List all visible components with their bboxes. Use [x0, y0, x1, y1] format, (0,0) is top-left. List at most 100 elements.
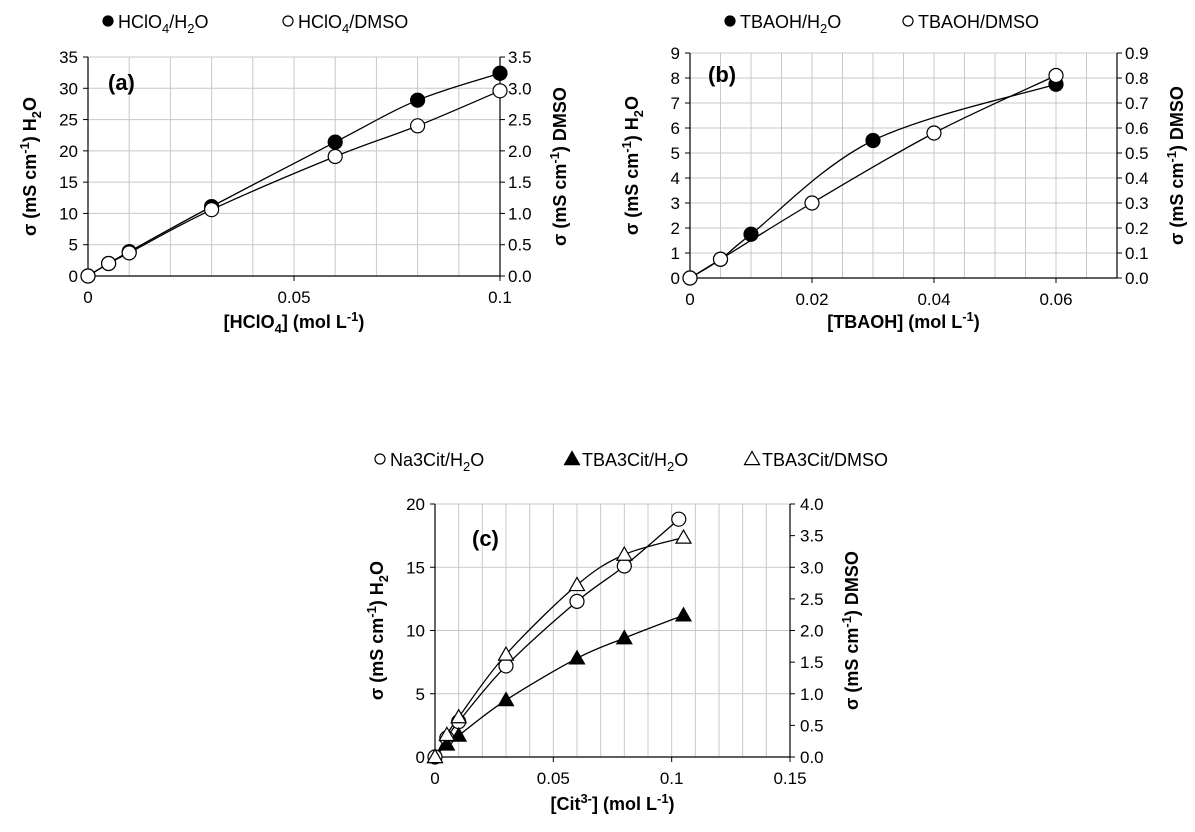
y-left-axis-title: σ (mS cm-1) H2O: [364, 561, 391, 700]
data-point: [327, 148, 343, 165]
panel-label: (b): [708, 62, 736, 87]
data-point: [327, 134, 343, 150]
y-left-tick-label: 25: [59, 111, 78, 130]
legend-marker: [563, 450, 581, 466]
chart-panel-1: 0 1 2 3 4 5 6 7 8 9 0.0 0.1 0.2 0.3 0.4 0.5 0.6 0.7 0.8 0.9…: [619, 12, 1187, 332]
data-point: [743, 226, 759, 242]
y-right-tick-label: 3.0: [800, 558, 824, 577]
y-left-tick-label: 5: [416, 685, 425, 704]
data-point: [497, 645, 515, 661]
y-left-tick-label: 4: [671, 169, 680, 188]
y-right-tick-label: 0.7: [1125, 94, 1149, 113]
legend-marker: [282, 15, 294, 27]
legend-marker: [902, 15, 914, 27]
data-point: [410, 118, 426, 134]
data-point: [450, 708, 468, 724]
x-tick-label: 0: [430, 769, 439, 788]
data-point: [80, 268, 96, 284]
panel-label: (a): [108, 70, 135, 95]
chart-panel-2: 0 5 10 15 20 0.0 0.5 1.0 1.5 2.0 2.5 3.0 3.5 4.0 0 0.05…: [364, 450, 888, 814]
y-right-tick-label: 0.5: [1125, 144, 1149, 163]
y-left-tick-label: 9: [671, 44, 680, 63]
y-right-tick-label: 2.0: [508, 142, 532, 161]
data-point: [1048, 67, 1064, 84]
y-left-tick-label: 0: [69, 267, 78, 286]
y-left-tick-label: 20: [59, 142, 78, 161]
data-point: [615, 545, 633, 561]
x-tick-label: 0.05: [277, 288, 310, 307]
data-point: [497, 691, 515, 707]
x-tick-label: 0.15: [773, 769, 806, 788]
data-point: [204, 202, 220, 218]
data-point: [568, 576, 586, 592]
y-right-tick-label: 0.5: [800, 716, 824, 735]
data-point: [492, 83, 508, 99]
x-tick-label: 0.06: [1039, 290, 1072, 309]
data-point: [674, 528, 693, 544]
data-point: [616, 558, 632, 574]
y-right-axis-title: σ (mS cm-1) DMSO: [1164, 86, 1187, 245]
data-point: [674, 606, 693, 622]
legend-label: HClO4/DMSO: [298, 12, 408, 36]
y-right-tick-label: 0.0: [508, 267, 532, 286]
y-right-tick-label: 4.0: [800, 495, 824, 514]
data-point: [492, 65, 508, 81]
y-left-tick-label: 35: [59, 48, 78, 67]
x-tick-label: 0.05: [537, 769, 570, 788]
data-point: [615, 629, 633, 645]
legend-marker: [724, 15, 736, 27]
x-tick-label: 0.1: [488, 288, 512, 307]
legend-label: TBAOH/DMSO: [918, 12, 1039, 32]
x-axis-title: [TBAOH] (mol L-1): [827, 309, 980, 332]
y-right-tick-label: 1.0: [800, 685, 824, 704]
y-left-tick-label: 7: [671, 94, 680, 113]
x-tick-label: 0: [83, 288, 92, 307]
data-point: [410, 92, 426, 108]
legend-label: TBAOH/H2O: [740, 12, 841, 36]
y-left-tick-label: 10: [59, 204, 78, 223]
y-left-tick-label: 15: [59, 173, 78, 192]
series-curve: [434, 614, 684, 758]
y-right-tick-label: 3.5: [800, 527, 824, 546]
panel-label: (c): [472, 526, 499, 551]
x-tick-label: 0: [685, 290, 694, 309]
y-right-tick-label: 0.4: [1125, 169, 1149, 188]
y-right-tick-label: 3.5: [508, 48, 532, 67]
y-right-tick-label: 2.0: [800, 622, 824, 641]
y-left-tick-label: 8: [671, 69, 680, 88]
y-right-tick-label: 0.3: [1125, 194, 1149, 213]
series-curve: [434, 518, 680, 758]
y-right-tick-label: 0.0: [800, 748, 824, 767]
x-tick-label: 0.04: [917, 290, 950, 309]
data-point: [804, 195, 820, 211]
y-right-tick-label: 2.5: [508, 111, 532, 130]
data-point: [100, 255, 117, 272]
y-left-tick-label: 20: [406, 495, 425, 514]
y-right-tick-label: 0.8: [1125, 69, 1149, 88]
x-axis-title: [Cit3-] (mol L-1): [550, 791, 674, 814]
legend-marker: [374, 453, 386, 465]
data-point: [450, 726, 468, 742]
y-right-tick-label: 1.0: [508, 204, 532, 223]
y-right-tick-label: 1.5: [508, 173, 532, 192]
y-right-tick-label: 0.9: [1125, 44, 1149, 63]
data-point: [438, 735, 456, 751]
legend-label: Na3Cit/H2O: [390, 450, 484, 474]
y-left-tick-label: 2: [671, 219, 680, 238]
y-right-tick-label: 0.2: [1125, 219, 1149, 238]
y-right-tick-label: 0.1: [1125, 244, 1149, 263]
y-left-tick-label: 30: [59, 79, 78, 98]
x-tick-label: 0.1: [660, 769, 684, 788]
data-point: [682, 270, 698, 286]
legend-marker: [743, 450, 761, 466]
x-axis-title: [HClO4] (mol L-1): [224, 309, 365, 336]
y-right-tick-label: 3.0: [508, 79, 532, 98]
data-point: [426, 748, 444, 764]
y-right-tick-label: 0.0: [1125, 269, 1149, 288]
y-left-tick-label: 0: [671, 269, 680, 288]
y-left-tick-label: 15: [406, 558, 425, 577]
data-point: [926, 125, 942, 141]
legend-marker: [102, 15, 114, 27]
x-tick-label: 0.02: [795, 290, 828, 309]
